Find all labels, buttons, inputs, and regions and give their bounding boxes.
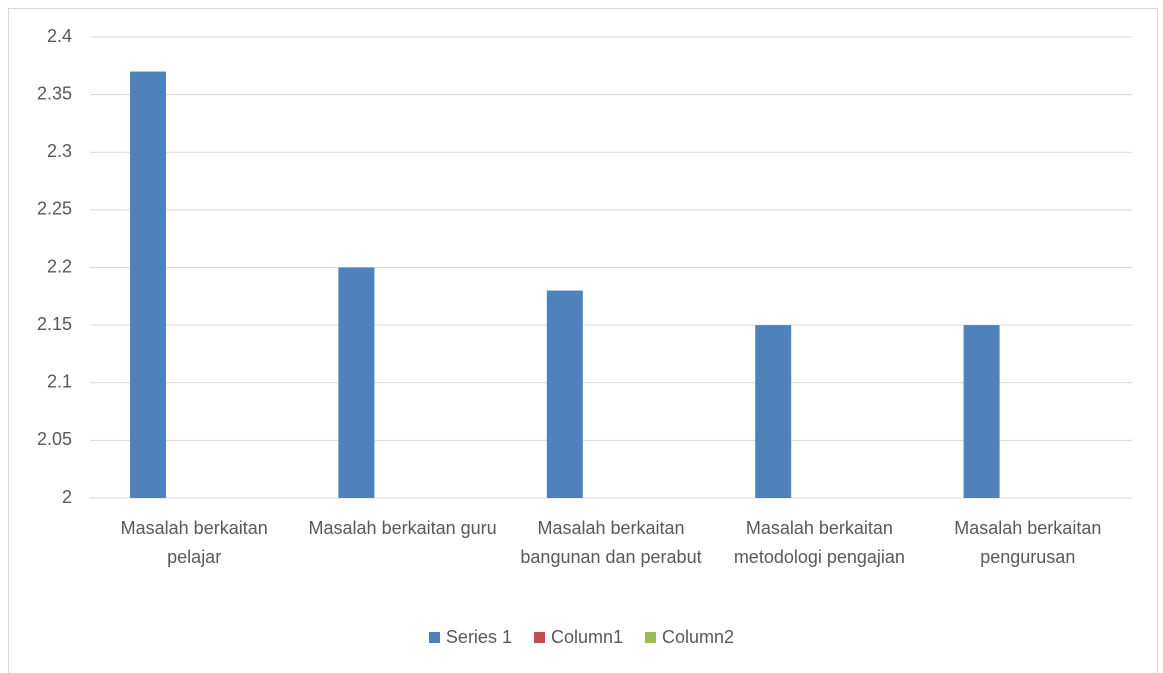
legend-swatch	[645, 632, 657, 643]
bar	[546, 290, 583, 498]
legend-swatch	[533, 632, 545, 643]
legend-label: Column1	[550, 627, 624, 647]
x-tick-label: Masalah berkaitan metodologi pengajian	[733, 518, 905, 567]
legend-swatch	[428, 632, 440, 643]
legend-label: Column2	[662, 627, 735, 647]
y-tick-label: 2.05	[37, 429, 72, 449]
y-tick-label: 2.35	[37, 83, 72, 103]
bar	[963, 325, 1000, 498]
y-tick-label: 2.1	[47, 372, 72, 392]
bar	[338, 267, 375, 498]
y-tick-label: 2.3	[47, 141, 72, 161]
x-tick-label: Masalah berkaitan pelajar	[120, 518, 268, 567]
y-tick-label: 2.25	[37, 199, 72, 219]
x-tick-label: Masalah berkaitan pengurusan	[954, 518, 1102, 567]
legend-item: Column2	[645, 627, 734, 648]
y-tick-label: 2	[62, 487, 72, 507]
y-tick-label: 2.2	[47, 256, 72, 276]
x-tick-label: Masalah berkaitan guru	[308, 518, 497, 538]
legend-label: Series 1	[445, 627, 512, 647]
legend-item: Column1	[533, 627, 624, 648]
x-tick-label: Masalah berkaitan bangunan dan perabut	[520, 518, 702, 567]
bar	[755, 325, 792, 498]
y-tick-label: 2.15	[37, 314, 72, 334]
y-tick-label: 2.4	[47, 26, 72, 46]
legend: Series 1 Column1 Column2	[0, 627, 1163, 648]
legend-item: Series 1	[428, 627, 512, 648]
bar	[130, 71, 166, 498]
